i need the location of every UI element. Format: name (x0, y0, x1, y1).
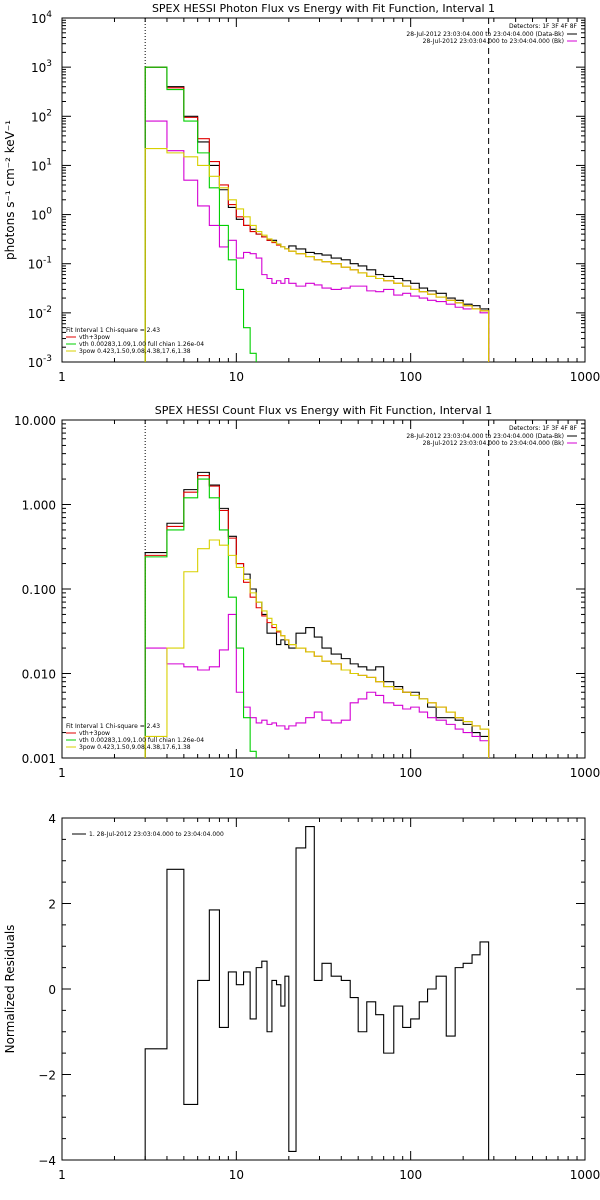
series-data-bk (144, 66, 490, 362)
x-tick-label: 1 (58, 370, 66, 384)
x-tick-label: 100 (399, 1168, 422, 1182)
y-tick-label: 100 (31, 207, 52, 223)
plot-area (144, 66, 490, 362)
chart-title: SPEX HESSI Count Flux vs Energy with Fit… (155, 404, 492, 417)
y-tick-base: 10 (31, 12, 46, 26)
x-tick-label: 100 (399, 370, 422, 384)
legend-fit-title: Fit Interval 1 Chi-square = 2.43 (66, 723, 160, 730)
y-tick-label: 102 (31, 108, 52, 124)
y-tick-base: 10 (28, 258, 43, 272)
y-tick-label: 10-3 (28, 354, 52, 370)
series-vth (144, 478, 257, 758)
y-tick-label: 10-2 (28, 305, 52, 321)
x-tick-label: 1000 (570, 1168, 600, 1182)
y-tick-label: 2 (48, 898, 56, 912)
series-vth (144, 66, 257, 362)
legend-fit-title: Fit Interval 1 Chi-square = 2.43 (66, 327, 160, 334)
plot-frame (61, 817, 586, 1161)
legend-entry: 28-Jul-2012 23:03:04.000 to 23:04:04.000… (423, 440, 564, 447)
y-axis-label: Normalized Residuals (3, 925, 17, 1054)
x-tick-label: 10 (229, 370, 244, 384)
panel-2: SPEX HESSI Count Flux vs Energy with Fit… (14, 404, 600, 780)
y-tick-exponent: -3 (43, 354, 52, 364)
x-tick-label: 10 (229, 1168, 244, 1182)
y-tick-label: 4 (48, 812, 56, 826)
y-tick-exponent: 4 (46, 10, 52, 20)
plot-frame (61, 419, 586, 759)
legend-entry: 1. 28-Jul-2012 23:03:04.000 to 23:04:04.… (89, 831, 224, 838)
y-tick-exponent: 3 (46, 59, 52, 69)
y-tick-base: 10 (31, 159, 46, 173)
y-tick-base: 10 (31, 110, 46, 124)
series-1-28-jul-2012-23-03-04-000-to-23-04-04-000 (144, 826, 490, 1160)
y-tick-label: 1.000 (22, 499, 56, 513)
y-tick-base: 10 (28, 356, 43, 370)
y-tick-label: 10.000 (14, 414, 56, 428)
y-tick-exponent: -1 (43, 256, 52, 266)
legend-entry: 28-Jul-2012 23:03:04.000 to 23:04:04.000… (406, 433, 564, 440)
y-tick-label: 10-1 (28, 256, 52, 272)
y-tick-label: 0.001 (22, 752, 56, 766)
x-tick-label: 100 (399, 766, 422, 780)
legend-entry: vth+3pow (79, 730, 110, 737)
plot-frame (61, 17, 586, 363)
series-bk (144, 120, 490, 362)
panel-1: SPEX HESSI Photon Flux vs Energy with Fi… (3, 2, 600, 384)
y-tick-exponent: -2 (43, 305, 52, 315)
legend-entry: 3pow 0.423,1.50,9.08,4.38,17.6,1.38 (79, 348, 191, 355)
y-tick-label: −2 (38, 1069, 56, 1083)
legend-detectors: Detectors: 1F 3F 4F 8F (509, 425, 578, 432)
x-tick-label: 1000 (570, 766, 600, 780)
legend-entry: vth 0.00283,1.09,1.00 full chian 1.26e-0… (79, 341, 204, 348)
legend-entry: 28-Jul-2012 23:03:04.000 to 23:04:04.000… (406, 31, 564, 38)
x-tick-label: 1 (58, 1168, 66, 1182)
legend-entry: 3pow 0.423,1.50,9.08,4.38,17.6,1.38 (79, 744, 191, 751)
x-tick-label: 1 (58, 766, 66, 780)
y-tick-label: 101 (31, 157, 52, 173)
legend-entry: vth+3pow (79, 334, 110, 341)
y-tick-label: −4 (38, 1154, 56, 1168)
chart-title: SPEX HESSI Photon Flux vs Energy with Fi… (152, 2, 495, 15)
y-tick-label: 0 (48, 983, 56, 997)
series-data-bk (144, 471, 490, 758)
y-tick-exponent: 2 (46, 108, 52, 118)
y-tick-label: 104 (31, 10, 52, 26)
legend-entry: 28-Jul-2012 23:03:04.000 to 23:04:04.000… (423, 38, 564, 45)
y-tick-base: 10 (28, 307, 43, 321)
y-axis-label: photons s⁻¹ cm⁻² keV⁻¹ (3, 120, 17, 260)
legend-entry: vth 0.00283,1.09,1.00 full chian 1.26e-0… (79, 737, 204, 744)
y-tick-label: 103 (31, 59, 52, 75)
y-tick-exponent: 0 (46, 207, 52, 217)
y-tick-base: 10 (31, 61, 46, 75)
series-3pow (144, 148, 490, 362)
y-tick-exponent: 1 (46, 157, 52, 167)
panel-3: 1 10 100 1000 −4 −2 0 2 4 Normalized Residuals 1. … (3, 812, 600, 1182)
x-tick-label: 10 (229, 766, 244, 780)
series-3pow (144, 539, 490, 758)
plot-area (144, 471, 490, 758)
legend-detectors: Detectors: 1F 3F 4F 8F (509, 23, 578, 30)
y-tick-label: 0.100 (22, 583, 56, 597)
series-bk (144, 613, 490, 758)
series-vth-3pow (144, 66, 490, 362)
x-tick-label: 1000 (570, 370, 600, 384)
plot-area (144, 826, 490, 1160)
y-tick-base: 10 (31, 209, 46, 223)
y-tick-label: 0.010 (22, 668, 56, 682)
